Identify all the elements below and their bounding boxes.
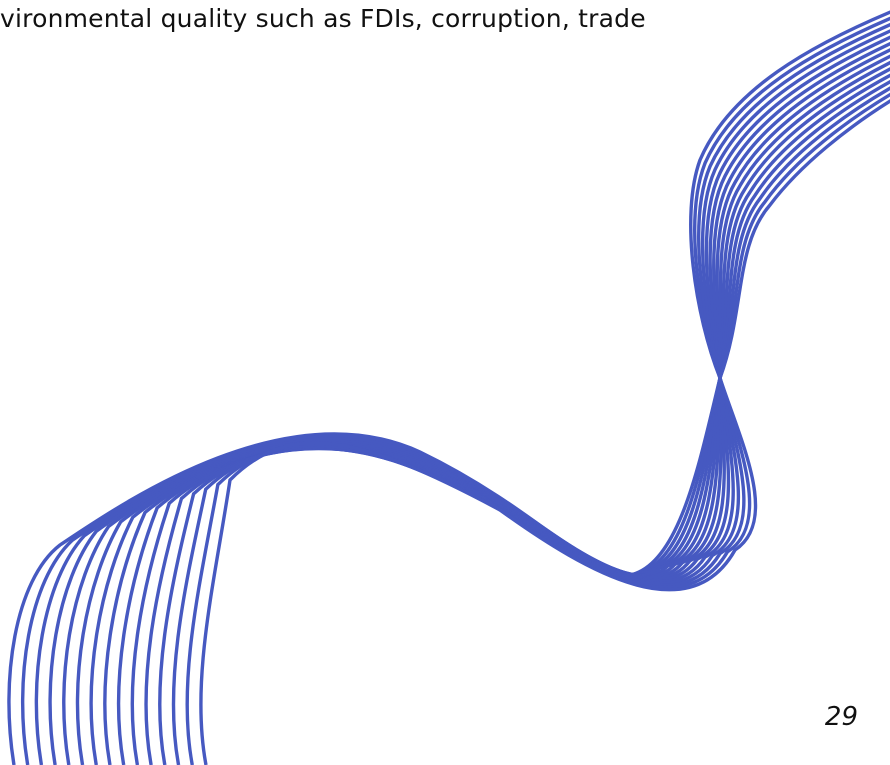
wave-line — [171, 86, 890, 765]
wave-line — [185, 92, 890, 765]
body-text-line: vironmental quality such as FDIs, corrup… — [0, 4, 646, 33]
wave-line — [34, 22, 890, 765]
wave-line — [158, 79, 890, 765]
wave-line — [199, 99, 890, 765]
wave-line — [144, 73, 890, 765]
wave-line — [103, 54, 890, 765]
wave-line — [116, 60, 890, 765]
page-number: 29 — [824, 702, 858, 732]
wave-line — [130, 67, 890, 765]
